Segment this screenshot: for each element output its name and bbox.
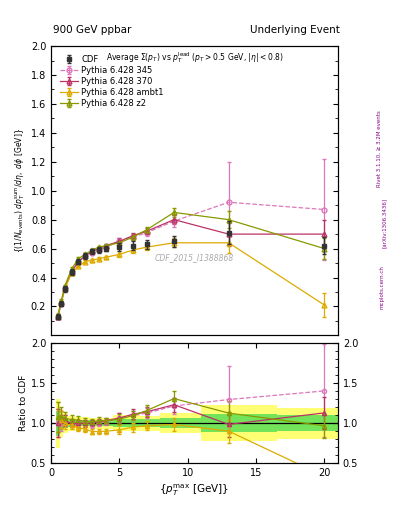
- Legend: CDF, Pythia 6.428 345, Pythia 6.428 370, Pythia 6.428 ambt1, Pythia 6.428 z2: CDF, Pythia 6.428 345, Pythia 6.428 370,…: [58, 53, 165, 110]
- Text: mcplots.cern.ch: mcplots.cern.ch: [379, 265, 384, 309]
- Text: Underlying Event: Underlying Event: [250, 25, 340, 35]
- Text: [arXiv:1306.3436]: [arXiv:1306.3436]: [382, 198, 387, 248]
- Text: CDF_2015_I1388868: CDF_2015_I1388868: [155, 253, 234, 262]
- Text: Average $\Sigma(p_T)$ vs $p_T^\mathrm{lead}$ ($p_T > 0.5$ GeV, $|\eta| < 0.8$): Average $\Sigma(p_T)$ vs $p_T^\mathrm{le…: [106, 50, 283, 66]
- X-axis label: $\{p_T^\mathrm{max}\ [\mathrm{GeV}]\}$: $\{p_T^\mathrm{max}\ [\mathrm{GeV}]\}$: [160, 482, 230, 498]
- Text: Rivet 3.1.10, ≥ 3.2M events: Rivet 3.1.10, ≥ 3.2M events: [377, 110, 382, 187]
- Y-axis label: Ratio to CDF: Ratio to CDF: [19, 375, 28, 432]
- Text: 900 GeV ppbar: 900 GeV ppbar: [53, 25, 131, 35]
- Y-axis label: $\{(1/N_\mathrm{events})\ dp_T^\mathrm{sum}/d\eta,\ d\phi\ [\mathrm{GeV}]\}$: $\{(1/N_\mathrm{events})\ dp_T^\mathrm{s…: [13, 128, 27, 253]
